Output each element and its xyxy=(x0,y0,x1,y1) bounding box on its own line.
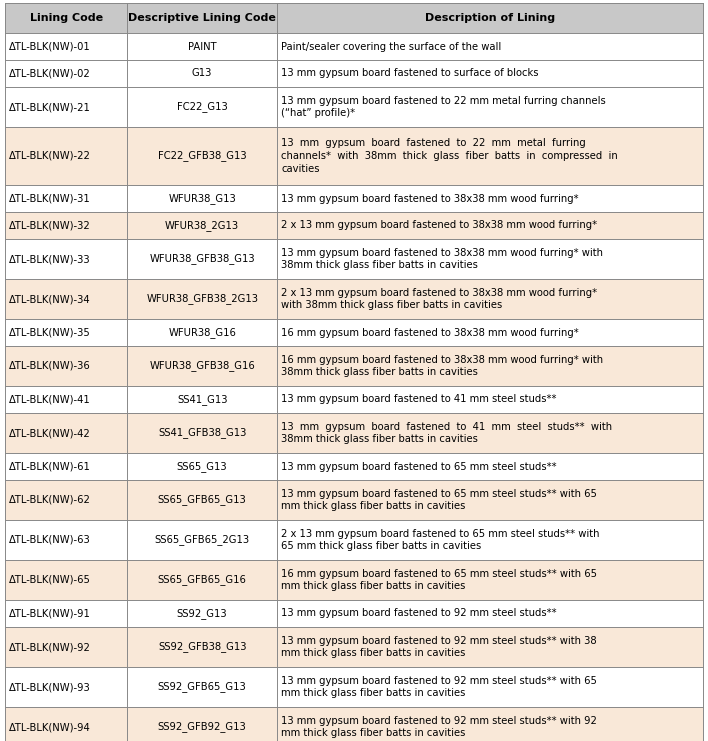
Bar xyxy=(5,127,703,185)
Text: 2 x 13 mm gypsum board fastened to 65 mm steel studs** with
65 mm thick glass fi: 2 x 13 mm gypsum board fastened to 65 mm… xyxy=(281,528,600,551)
Text: 2 x 13 mm gypsum board fastened to 38x38 mm wood furring*: 2 x 13 mm gypsum board fastened to 38x38… xyxy=(281,221,598,230)
Text: FC22_GFB38_G13: FC22_GFB38_G13 xyxy=(158,150,246,162)
Text: ΔTL-BLK(NW)-94: ΔTL-BLK(NW)-94 xyxy=(9,722,91,732)
Text: ΔTL-BLK(NW)-93: ΔTL-BLK(NW)-93 xyxy=(9,682,91,692)
Bar xyxy=(5,3,703,33)
Text: PAINT: PAINT xyxy=(188,41,217,52)
Bar xyxy=(5,346,703,386)
Bar xyxy=(5,239,703,279)
Text: 13 mm gypsum board fastened to 38x38 mm wood furring* with
38mm thick glass fibe: 13 mm gypsum board fastened to 38x38 mm … xyxy=(281,247,603,270)
Text: ΔTL-BLK(NW)-22: ΔTL-BLK(NW)-22 xyxy=(9,151,91,161)
Text: SS92_GFB38_G13: SS92_GFB38_G13 xyxy=(158,642,246,653)
Text: SS92_GFB65_G13: SS92_GFB65_G13 xyxy=(158,682,246,692)
Bar xyxy=(5,480,703,520)
Text: 16 mm gypsum board fastened to 38x38 mm wood furring* with
38mm thick glass fibe: 16 mm gypsum board fastened to 38x38 mm … xyxy=(281,355,603,377)
Text: ΔTL-BLK(NW)-32: ΔTL-BLK(NW)-32 xyxy=(9,221,91,230)
Bar xyxy=(5,386,703,413)
Bar xyxy=(5,87,703,127)
Text: WFUR38_2G13: WFUR38_2G13 xyxy=(165,220,239,231)
Bar xyxy=(5,627,703,667)
Text: SS41_GFB38_G13: SS41_GFB38_G13 xyxy=(158,428,246,439)
Text: Description of Lining: Description of Lining xyxy=(425,13,555,23)
Text: 13  mm  gypsum  board  fastened  to  22  mm  metal  furring
channels*  with  38m: 13 mm gypsum board fastened to 22 mm met… xyxy=(281,139,618,174)
Text: ΔTL-BLK(NW)-92: ΔTL-BLK(NW)-92 xyxy=(9,642,91,652)
Bar xyxy=(5,319,703,346)
Bar xyxy=(5,212,703,239)
Text: 13  mm  gypsum  board  fastened  to  41  mm  steel  studs**  with
38mm thick gla: 13 mm gypsum board fastened to 41 mm ste… xyxy=(281,422,612,445)
Text: ΔTL-BLK(NW)-36: ΔTL-BLK(NW)-36 xyxy=(9,361,91,371)
Bar xyxy=(5,520,703,560)
Text: 13 mm gypsum board fastened to 22 mm metal furring channels
(“hat” profile)*: 13 mm gypsum board fastened to 22 mm met… xyxy=(281,96,606,119)
Bar xyxy=(5,185,703,212)
Text: 16 mm gypsum board fastened to 65 mm steel studs** with 65
mm thick glass fiber : 16 mm gypsum board fastened to 65 mm ste… xyxy=(281,568,598,591)
Text: SS65_G13: SS65_G13 xyxy=(177,461,227,472)
Text: Descriptive Lining Code: Descriptive Lining Code xyxy=(128,13,276,23)
Text: ΔTL-BLK(NW)-63: ΔTL-BLK(NW)-63 xyxy=(9,535,91,545)
Text: FC22_G13: FC22_G13 xyxy=(177,102,227,113)
Text: ΔTL-BLK(NW)-31: ΔTL-BLK(NW)-31 xyxy=(9,193,91,204)
Text: ΔTL-BLK(NW)-42: ΔTL-BLK(NW)-42 xyxy=(9,428,91,438)
Text: 13 mm gypsum board fastened to 92 mm steel studs** with 38
mm thick glass fiber : 13 mm gypsum board fastened to 92 mm ste… xyxy=(281,636,597,659)
Text: WFUR38_G13: WFUR38_G13 xyxy=(169,193,236,204)
Text: 16 mm gypsum board fastened to 38x38 mm wood furring*: 16 mm gypsum board fastened to 38x38 mm … xyxy=(281,328,579,337)
Text: ΔTL-BLK(NW)-41: ΔTL-BLK(NW)-41 xyxy=(9,394,91,405)
Text: 2 x 13 mm gypsum board fastened to 38x38 mm wood furring*
with 38mm thick glass : 2 x 13 mm gypsum board fastened to 38x38… xyxy=(281,288,598,310)
Text: 13 mm gypsum board fastened to 65 mm steel studs** with 65
mm thick glass fiber : 13 mm gypsum board fastened to 65 mm ste… xyxy=(281,488,597,511)
Bar xyxy=(5,413,703,453)
Bar xyxy=(5,600,703,627)
Text: WFUR38_G16: WFUR38_G16 xyxy=(169,327,236,338)
Text: G13: G13 xyxy=(192,68,212,79)
Bar xyxy=(5,453,703,480)
Text: Lining Code: Lining Code xyxy=(30,13,103,23)
Text: 13 mm gypsum board fastened to 92 mm steel studs** with 92
mm thick glass fiber : 13 mm gypsum board fastened to 92 mm ste… xyxy=(281,716,597,738)
Bar xyxy=(5,707,703,741)
Text: ΔTL-BLK(NW)-21: ΔTL-BLK(NW)-21 xyxy=(9,102,91,112)
Text: WFUR38_GFB38_2G13: WFUR38_GFB38_2G13 xyxy=(146,293,258,305)
Text: 13 mm gypsum board fastened to 38x38 mm wood furring*: 13 mm gypsum board fastened to 38x38 mm … xyxy=(281,193,579,204)
Text: WFUR38_GFB38_G16: WFUR38_GFB38_G16 xyxy=(149,361,255,371)
Text: SS41_G13: SS41_G13 xyxy=(177,394,227,405)
Text: ΔTL-BLK(NW)-61: ΔTL-BLK(NW)-61 xyxy=(9,462,91,471)
Text: ΔTL-BLK(NW)-35: ΔTL-BLK(NW)-35 xyxy=(9,328,91,337)
Text: WFUR38_GFB38_G13: WFUR38_GFB38_G13 xyxy=(149,253,255,265)
Text: SS92_G13: SS92_G13 xyxy=(177,608,227,619)
Bar xyxy=(5,560,703,600)
Text: 13 mm gypsum board fastened to 92 mm steel studs** with 65
mm thick glass fiber : 13 mm gypsum board fastened to 92 mm ste… xyxy=(281,676,597,699)
Text: SS65_GFB65_2G13: SS65_GFB65_2G13 xyxy=(154,534,250,545)
Text: 13 mm gypsum board fastened to 92 mm steel studs**: 13 mm gypsum board fastened to 92 mm ste… xyxy=(281,608,557,619)
Text: 13 mm gypsum board fastened to 41 mm steel studs**: 13 mm gypsum board fastened to 41 mm ste… xyxy=(281,394,556,405)
Text: ΔTL-BLK(NW)-62: ΔTL-BLK(NW)-62 xyxy=(9,495,91,505)
Text: 13 mm gypsum board fastened to 65 mm steel studs**: 13 mm gypsum board fastened to 65 mm ste… xyxy=(281,462,557,471)
Text: SS65_GFB65_G13: SS65_GFB65_G13 xyxy=(158,494,246,505)
Text: ΔTL-BLK(NW)-34: ΔTL-BLK(NW)-34 xyxy=(9,294,91,304)
Bar xyxy=(5,33,703,60)
Bar xyxy=(5,667,703,707)
Text: ΔTL-BLK(NW)-02: ΔTL-BLK(NW)-02 xyxy=(9,68,91,79)
Text: Paint/sealer covering the surface of the wall: Paint/sealer covering the surface of the… xyxy=(281,41,501,52)
Bar xyxy=(5,279,703,319)
Text: ΔTL-BLK(NW)-33: ΔTL-BLK(NW)-33 xyxy=(9,254,91,264)
Text: ΔTL-BLK(NW)-91: ΔTL-BLK(NW)-91 xyxy=(9,608,91,619)
Text: 13 mm gypsum board fastened to surface of blocks: 13 mm gypsum board fastened to surface o… xyxy=(281,68,539,79)
Text: ΔTL-BLK(NW)-65: ΔTL-BLK(NW)-65 xyxy=(9,575,91,585)
Text: SS65_GFB65_G16: SS65_GFB65_G16 xyxy=(158,574,246,585)
Bar xyxy=(5,60,703,87)
Text: SS92_GFB92_G13: SS92_GFB92_G13 xyxy=(158,722,246,732)
Text: ΔTL-BLK(NW)-01: ΔTL-BLK(NW)-01 xyxy=(9,41,91,52)
